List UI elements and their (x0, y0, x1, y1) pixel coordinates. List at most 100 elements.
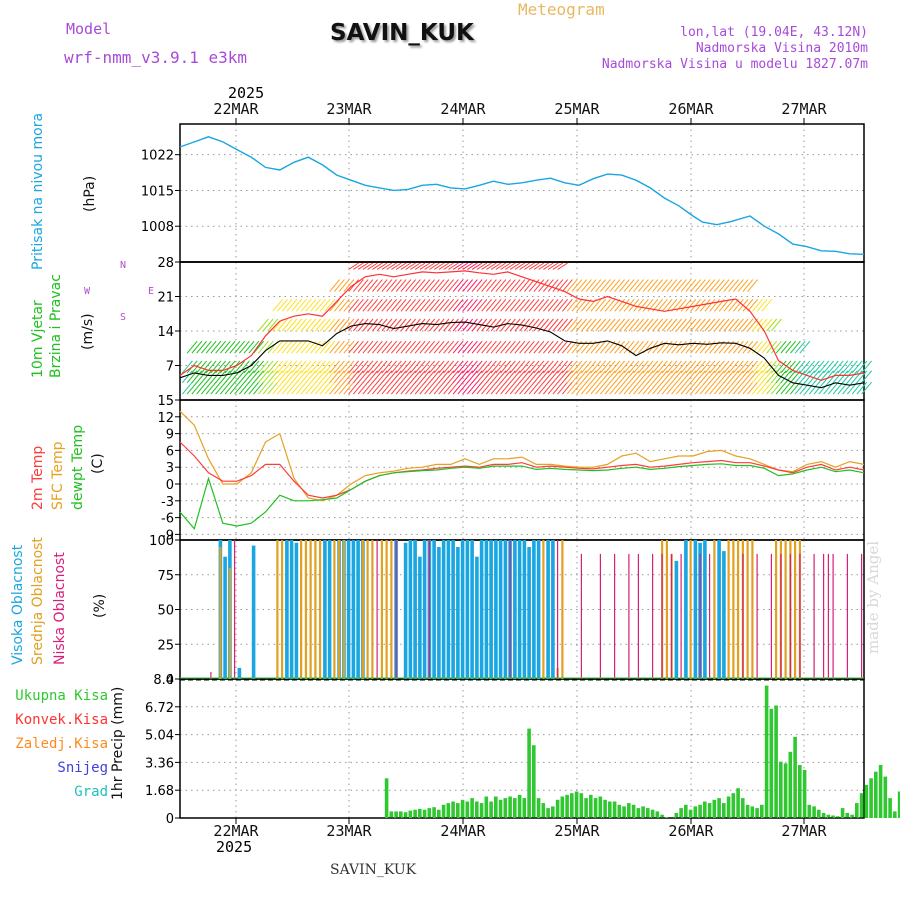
wind-barb (490, 381, 502, 395)
wind-barb (400, 262, 412, 270)
wind-barb (490, 298, 502, 312)
cloud-bar-0 (460, 540, 465, 679)
wind-barb (747, 279, 759, 292)
temperature-tick-label: -6 (161, 512, 174, 527)
wind-barb (837, 360, 849, 374)
precip-bar (893, 811, 897, 818)
wind-barb (718, 360, 730, 374)
cloud-bar-1 (361, 540, 364, 679)
wind-barb (723, 370, 735, 384)
wind-barb (633, 279, 645, 292)
wind-barb (794, 360, 806, 374)
wind-tick-label: 28 (157, 256, 174, 271)
wind-barb (742, 360, 754, 374)
wind-barb (409, 381, 421, 395)
wind-barb (685, 360, 697, 374)
wind-barb (333, 298, 345, 312)
date-top-label: 25MAR (554, 100, 600, 118)
wind-barb (533, 298, 545, 312)
precip-tick-label: 3.36 (145, 756, 174, 771)
wind-barb (300, 381, 312, 395)
cloud-bar-0 (498, 540, 503, 679)
wind-barb (742, 318, 754, 332)
wind-barb (623, 279, 635, 292)
wind-barb (576, 360, 588, 374)
wind-barb (248, 360, 260, 374)
wind-barb (633, 298, 645, 312)
wind-barb (476, 360, 488, 374)
wind-barb (652, 370, 664, 384)
wind-barb (386, 298, 398, 312)
wind-barb (424, 381, 436, 395)
precip-tick-label: 8.4 (153, 673, 174, 688)
cloud-bar-2 (799, 553, 801, 679)
precip-bar (536, 798, 541, 818)
wind-barb (861, 370, 873, 384)
wind-barb (362, 279, 374, 292)
wind-barb (457, 360, 469, 374)
precip-bar (698, 804, 702, 818)
wind-speed-line (179, 321, 865, 389)
wind-barb (200, 381, 212, 395)
precip-bar (826, 814, 831, 818)
wind-barb (362, 360, 374, 374)
precip-tick-label: 0 (166, 812, 174, 827)
wind-barb (756, 360, 768, 374)
wind-barb (376, 340, 388, 354)
precip-bar (660, 814, 664, 818)
wind-barb (196, 340, 208, 354)
wind-barb (500, 370, 512, 384)
cloud-bar-0 (223, 556, 227, 679)
wind-barb (205, 381, 217, 395)
wind-barb (813, 381, 825, 395)
wind-barb (599, 340, 611, 354)
wind-barb (585, 318, 597, 332)
wind-barb (386, 360, 398, 374)
date-top-label: 23MAR (326, 100, 372, 118)
wind-barb (827, 381, 839, 395)
cloud-bar-1 (342, 540, 345, 679)
wind-barb (623, 318, 635, 332)
wind-barb (238, 370, 250, 384)
wind-barb (561, 360, 573, 374)
cloud-tick-label: 50 (157, 604, 174, 619)
wind-barb (699, 318, 711, 332)
wind-barb (424, 370, 436, 384)
wind-barb (443, 318, 455, 332)
wind-barb (248, 370, 260, 384)
wind-barb (547, 340, 559, 354)
wind-barb (761, 360, 773, 374)
wind-barb (448, 262, 459, 270)
precip-bar (541, 803, 546, 818)
precip-bar (650, 809, 655, 818)
temperature-tick-label: 15 (157, 394, 174, 409)
wind-barb (348, 298, 360, 312)
precip-bar (807, 804, 812, 818)
wind-barb (267, 381, 279, 395)
wind-barb (462, 279, 474, 292)
temperature-tick-label: -3 (161, 495, 174, 510)
wind-barb (348, 370, 360, 384)
wind-barb (523, 318, 535, 332)
cloud-bar-2 (742, 553, 744, 679)
wind-barb (405, 262, 416, 270)
precip-bar (726, 796, 731, 818)
wind-barb (371, 279, 383, 292)
wind-barb (713, 360, 725, 374)
wind-barb (481, 262, 492, 270)
precip-bar (722, 803, 726, 818)
wind-barb (851, 370, 863, 384)
wind-barb (462, 340, 474, 354)
wind-barb (552, 381, 564, 395)
wind-barb (514, 370, 526, 384)
wind-barb (395, 340, 407, 354)
cloud-bar-0 (536, 540, 541, 679)
wind-barb (694, 279, 706, 292)
wind-barb (481, 318, 493, 332)
cloud-bar-1 (713, 540, 716, 679)
cloud-bar-1 (784, 540, 787, 679)
wind-barb (637, 279, 649, 292)
wind-barb (471, 381, 483, 395)
wind-barb (405, 381, 417, 395)
cloud-bar-0 (346, 540, 351, 679)
